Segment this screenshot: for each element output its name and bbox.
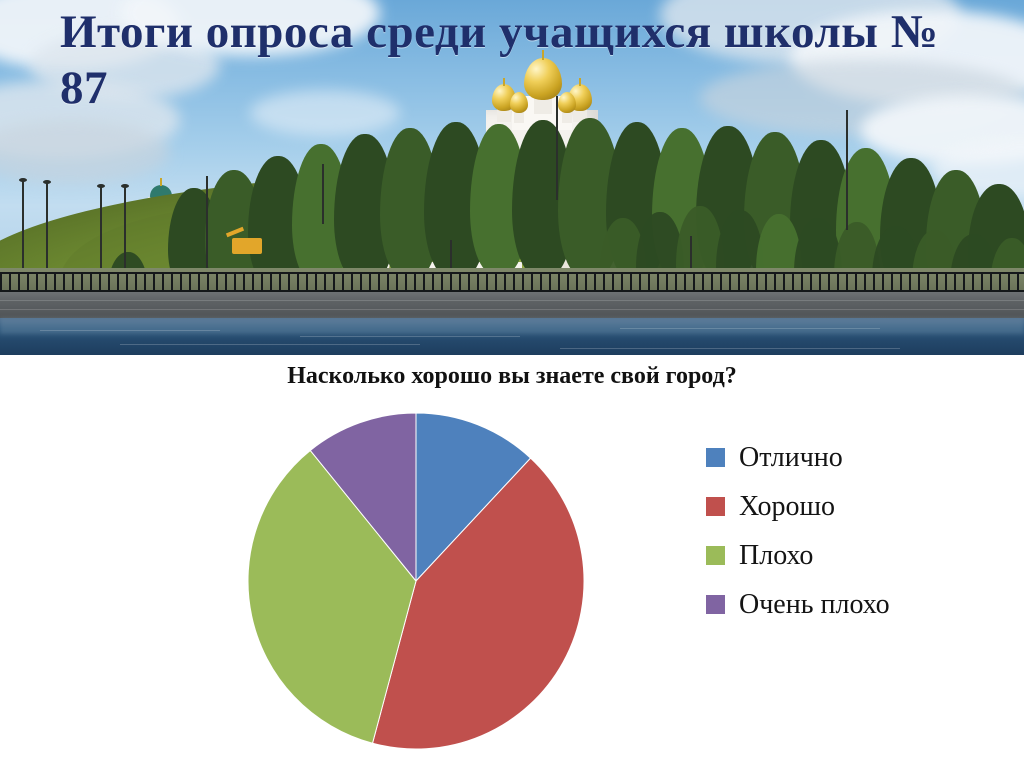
chart-title: Насколько хорошо вы знаете свой город? bbox=[287, 363, 737, 389]
legend-label: Плохо bbox=[739, 539, 814, 571]
header-photo: Итоги опроса среди учащихся школы № 87 bbox=[0, 0, 1024, 355]
legend-item-excellent[interactable]: Отлично bbox=[706, 433, 1006, 482]
legend-item-good[interactable]: Хорошо bbox=[706, 482, 1006, 531]
water-reflection bbox=[0, 318, 1024, 334]
legend-swatch-icon bbox=[706, 595, 725, 614]
legend-label: Очень плохо bbox=[739, 588, 890, 620]
legend-swatch-icon bbox=[706, 546, 725, 565]
chart-legend: Отлично Хорошо Плохо Очень плохо bbox=[706, 433, 1006, 629]
legend-swatch-icon bbox=[706, 448, 725, 467]
excavator bbox=[232, 238, 262, 254]
pie-slice-Плохо[interactable] bbox=[247, 449, 417, 744]
legend-item-bad[interactable]: Плохо bbox=[706, 531, 1006, 580]
legend-swatch-icon bbox=[706, 497, 725, 516]
river-water bbox=[0, 318, 1024, 355]
pie-chart-svg bbox=[247, 412, 585, 750]
legend-item-very-bad[interactable]: Очень плохо bbox=[706, 580, 1006, 629]
pie-slice-Очень плохо[interactable] bbox=[309, 412, 417, 583]
tree-alley bbox=[0, 126, 1024, 344]
pie-slice-Хорошо[interactable] bbox=[371, 457, 585, 750]
embankment-wall bbox=[0, 292, 1024, 320]
page-title: Итоги опроса среди учащихся школы № 87 bbox=[60, 6, 939, 114]
chart-area: Насколько хорошо вы знаете свой город? О… bbox=[0, 355, 1024, 767]
fence-rail-top bbox=[0, 272, 1024, 274]
iron-fence bbox=[0, 272, 1024, 292]
cloud-layer bbox=[0, 0, 1024, 230]
legend-label: Отлично bbox=[739, 441, 843, 473]
pie-chart bbox=[246, 411, 586, 751]
fence-rail-bottom bbox=[0, 290, 1024, 292]
legend-label: Хорошо bbox=[739, 490, 836, 522]
pie-slice-Отлично[interactable] bbox=[415, 412, 532, 583]
